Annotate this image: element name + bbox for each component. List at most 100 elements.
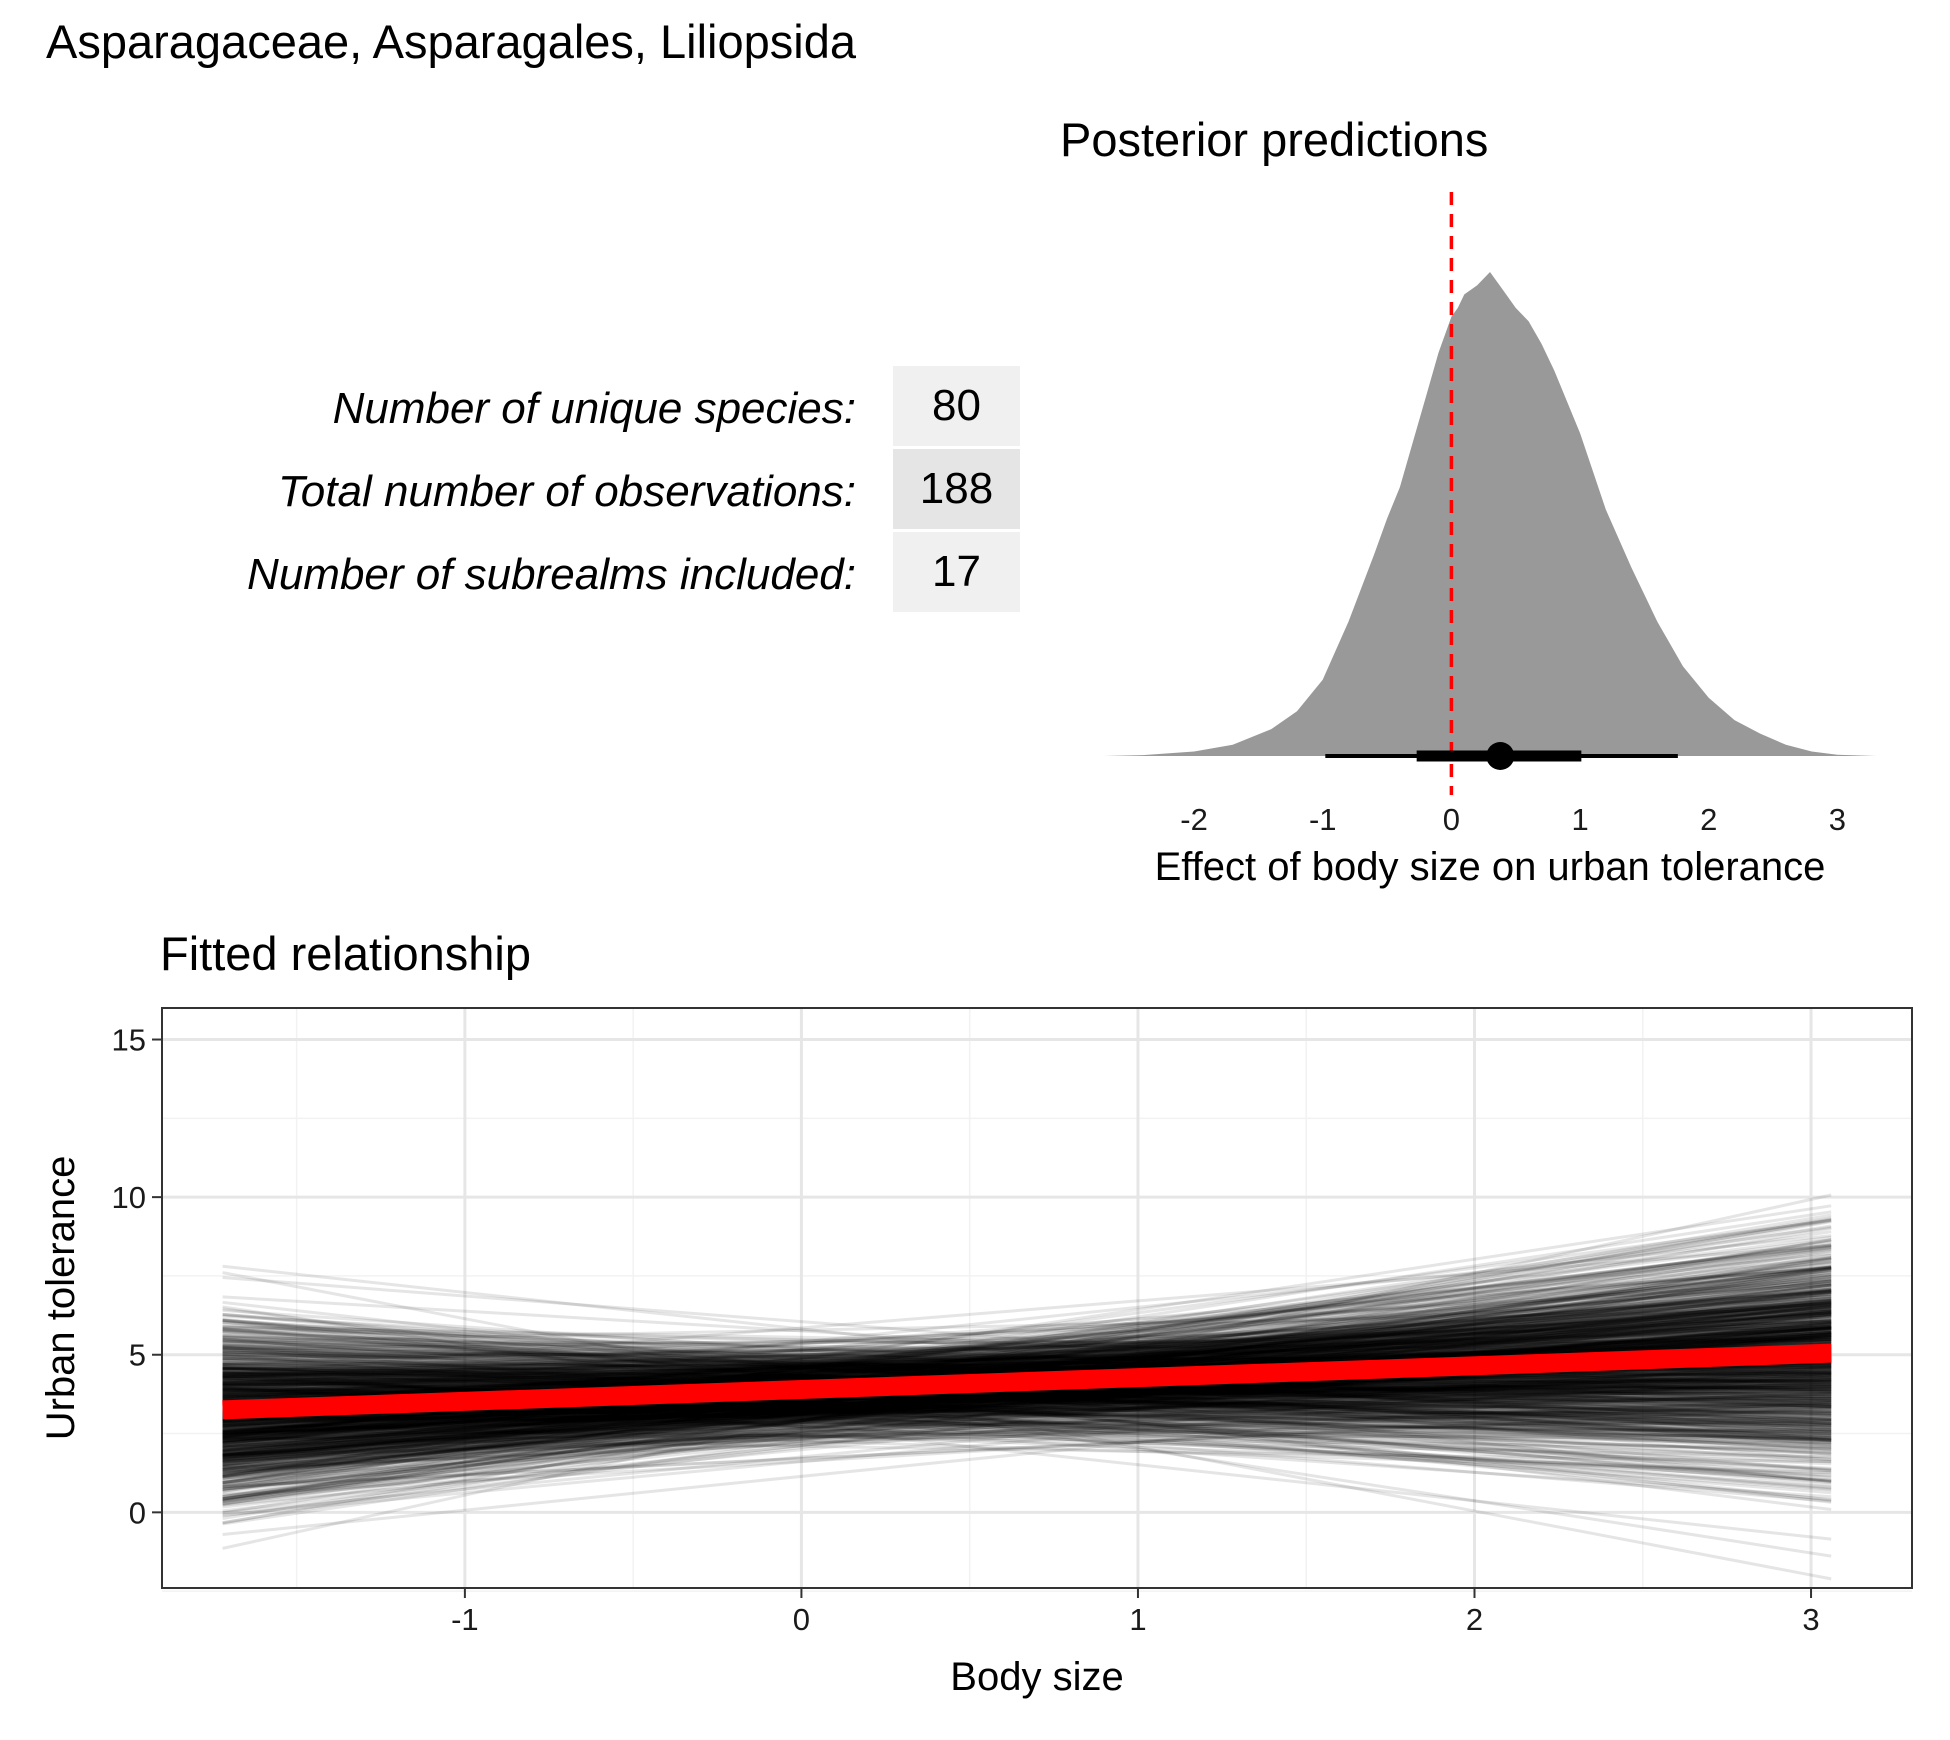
posterior-draw-line (222, 1381, 1832, 1416)
posterior-draw-line (222, 1406, 1832, 1489)
posterior-draw-line (222, 1272, 1832, 1461)
posterior-draw-line (222, 1369, 1832, 1438)
posterior-draw-line (222, 1326, 1832, 1461)
posterior-draw-line (222, 1415, 1832, 1457)
posterior-draw-line (222, 1230, 1832, 1464)
posterior-draw-line (222, 1410, 1832, 1423)
posterior-draw-line (222, 1323, 1832, 1392)
posterior-draw-line (222, 1338, 1832, 1384)
posterior-draw-line (222, 1320, 1832, 1398)
posterior-draw-line (222, 1325, 1832, 1351)
posterior-draw-line (222, 1319, 1832, 1375)
posterior-draw-line (222, 1385, 1832, 1443)
posterior-draw-line (222, 1265, 1832, 1398)
posterior-draw-line (222, 1294, 1832, 1400)
posterior-draw-line (222, 1421, 1832, 1427)
posterior-draw-line (222, 1281, 1832, 1413)
posterior-draw-line (222, 1419, 1832, 1448)
posterior-draw-line (222, 1356, 1832, 1440)
posterior-draw-line (222, 1344, 1832, 1385)
posterior-draw-line (222, 1291, 1832, 1447)
posterior-draw-line (222, 1322, 1832, 1404)
posterior-draw-line (222, 1245, 1832, 1457)
posterior-draw-line (222, 1318, 1832, 1502)
posterior-draw-line (222, 1265, 1832, 1477)
posterior-draw-line (222, 1378, 1832, 1423)
posterior-draw-line (222, 1299, 1832, 1493)
posterior-draw-line (222, 1331, 1832, 1456)
posterior-draw-line (222, 1363, 1832, 1422)
posterior-draw-line (222, 1395, 1832, 1434)
posterior-draw-line (222, 1278, 1832, 1445)
posterior-draw-line (222, 1375, 1832, 1450)
posterior-draw-line (222, 1434, 1832, 1440)
posterior-draw-line (222, 1210, 1832, 1457)
posterior-draw-line (222, 1380, 1832, 1433)
posterior-draw-line (222, 1371, 1832, 1455)
posterior-draw-line (222, 1398, 1832, 1463)
posterior-draw-line (222, 1377, 1832, 1473)
posterior-draw-line (222, 1326, 1832, 1474)
posterior-draw-line (222, 1370, 1832, 1443)
posterior-draw-line (222, 1317, 1832, 1480)
posterior-draw-line (222, 1288, 1832, 1445)
posterior-draw-line (222, 1402, 1832, 1457)
posterior-draw-line (222, 1378, 1832, 1445)
posterior-draw-line (222, 1368, 1832, 1463)
posterior-draw-line (222, 1359, 1832, 1473)
posterior-draw-line (222, 1378, 1832, 1468)
posterior-draw-line (222, 1313, 1832, 1470)
posterior-draw-line (222, 1277, 1832, 1412)
posterior-draw-line (222, 1366, 1832, 1376)
posterior-draw-line (222, 1400, 1832, 1497)
y-tick-label: 5 (129, 1338, 146, 1373)
posterior-draw-line (222, 1327, 1832, 1473)
posterior-draw-line (222, 1337, 1832, 1453)
posterior-draw-line (222, 1337, 1832, 1485)
posterior-draw-line (222, 1334, 1832, 1409)
posterior-draw-line (222, 1279, 1832, 1381)
posterior-draw-line (222, 1376, 1832, 1447)
posterior-draw-line (222, 1367, 1832, 1426)
posterior-draw-line (222, 1412, 1832, 1475)
posterior-draw-line (222, 1377, 1832, 1450)
posterior-draw-line (222, 1299, 1832, 1389)
posterior-draw-line (222, 1409, 1832, 1422)
posterior-draw-line (222, 1327, 1832, 1380)
posterior-draw-line (222, 1325, 1832, 1387)
posterior-draw-line (222, 1346, 1832, 1392)
posterior-draw-line (222, 1370, 1832, 1471)
posterior-draw-line (222, 1248, 1832, 1472)
posterior-draw-line (222, 1266, 1832, 1463)
posterior-draw-line (222, 1369, 1832, 1417)
posterior-draw-line (222, 1400, 1832, 1456)
posterior-draw-line (222, 1353, 1832, 1379)
posterior-draw-line (222, 1320, 1832, 1396)
posterior-draw-line (222, 1260, 1832, 1478)
posterior-draw-line (222, 1363, 1832, 1429)
posterior-draw-line (222, 1323, 1832, 1488)
posterior-draw-line (222, 1323, 1832, 1400)
posterior-draw-line (222, 1322, 1832, 1469)
posterior-draw-line (222, 1357, 1832, 1442)
posterior-draw-line (222, 1415, 1832, 1433)
posterior-draw-line (222, 1381, 1832, 1423)
posterior-draw-line (222, 1371, 1832, 1418)
posterior-draw-line (222, 1377, 1832, 1434)
posterior-draw-line (222, 1291, 1832, 1526)
posterior-draw-line (222, 1352, 1832, 1386)
posterior-x-axis-label: Effect of body size on urban tolerance (1155, 845, 1826, 889)
posterior-draw-line (222, 1224, 1832, 1479)
posterior-draw-line (222, 1342, 1832, 1382)
posterior-draw-line (222, 1220, 1832, 1502)
posterior-draw-line (222, 1333, 1832, 1384)
posterior-draw-line (222, 1361, 1832, 1426)
posterior-draw-line (222, 1282, 1832, 1460)
fitted-mean-line-group (222, 1343, 1832, 1420)
posterior-draw-line (222, 1285, 1832, 1457)
posterior-draw-line (222, 1350, 1832, 1385)
posterior-draw-line (222, 1322, 1832, 1464)
posterior-draw-line (222, 1374, 1832, 1421)
posterior-draw-line (222, 1336, 1832, 1360)
posterior-draw-line (222, 1340, 1832, 1371)
